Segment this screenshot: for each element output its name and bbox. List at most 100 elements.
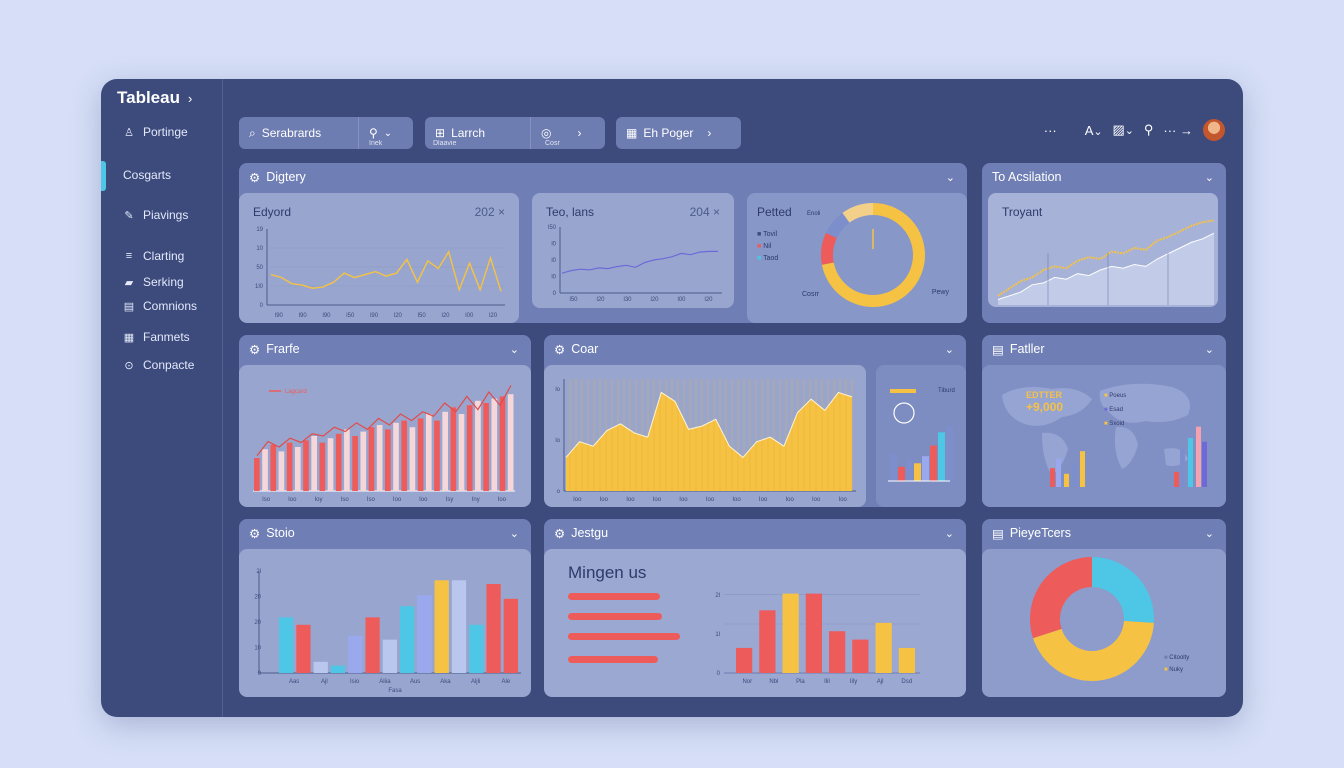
search-pill[interactable]: ⌕ Serabrards ⚲ ⌄ Inek xyxy=(239,117,413,149)
pie-legend: ■ Citoolty ■ Nuky xyxy=(1164,652,1189,676)
card-edyord: Edyord 202 × 19 10 50 1l0 0 l90 l90 l90 l50 l90 l2… xyxy=(239,193,519,323)
sidebar-item-clarting[interactable]: ≡ Clarting xyxy=(123,249,185,263)
frarfe-chart: Lagcard Iso Ioo Ioy Iso Iso Ioo Ioo Isy Iny Ioo xyxy=(253,385,515,503)
y-tick-label: 10 xyxy=(256,246,263,252)
bar xyxy=(442,411,448,491)
close-icon[interactable]: × xyxy=(712,205,720,219)
bar xyxy=(319,442,326,491)
x-tick-label: Ioo xyxy=(600,497,609,503)
more-icon[interactable]: ··· xyxy=(1043,122,1057,138)
x-tick-label: l00 xyxy=(465,313,474,319)
coar-chart: lo lo o Ioo Ioo Ioo Ioo Ioo Ioo Ioo Ioo Ioo Ioo Ioo xyxy=(555,379,856,503)
card-title: Troyant xyxy=(1002,205,1043,219)
x-tick-label: Iily xyxy=(850,679,857,685)
stoio-chart: 2l 20 20 10 0 Aas Ajl Isio Aliia Aus Aka Aljli Ale Fa… xyxy=(254,569,521,694)
text-line-placeholder xyxy=(568,613,662,620)
bar xyxy=(335,433,342,491)
gear-icon: ⚙ xyxy=(249,526,261,541)
document-icon: ▤ xyxy=(992,342,1004,357)
x-tick-label: Ioo xyxy=(839,497,848,503)
launch-pill[interactable]: ⊞ Larrch Dlaavie ◎ › Cosr xyxy=(425,117,605,149)
card-coar-side: Tiburd xyxy=(876,365,966,507)
x-tick-label: Ioo xyxy=(498,497,507,503)
card-teojlans: Teo, lans 204 × l50 l0 l0 l0 0 l50 l20 l30 l20 l0… xyxy=(532,193,734,308)
pager-pill[interactable]: ▦ Eh Poger › xyxy=(616,117,741,149)
panel-title: Stoio xyxy=(266,526,295,540)
chevron-down-icon[interactable]: ⌄ xyxy=(509,344,519,356)
avatar[interactable] xyxy=(1203,119,1225,141)
search-button[interactable]: ⌕ Serabrards xyxy=(239,117,359,149)
document-icon: ▤ xyxy=(992,526,1004,541)
card-jestgu: Mingen us 2l 1l 0 Nor Nbl Pla Ilil Iily Ajl Dsd xyxy=(544,549,966,697)
chevron-down-icon[interactable]: ⌄ xyxy=(1204,172,1214,184)
close-icon[interactable]: × xyxy=(497,205,505,219)
gear-icon: ⚙ xyxy=(554,526,566,541)
legend-item: ■ Esad xyxy=(1104,407,1123,413)
x-tick-label: l30 xyxy=(623,297,632,303)
bar xyxy=(330,665,346,673)
petted-donut xyxy=(821,203,925,307)
bar xyxy=(503,598,518,673)
sidebar-item-portinge[interactable]: ♙ Portinge xyxy=(123,125,188,139)
bar xyxy=(451,580,467,673)
x-tick-label: Ale xyxy=(502,679,511,685)
sidebar-item-conpacte[interactable]: ⊙ Conpacte xyxy=(123,358,194,372)
y-tick-label: lo xyxy=(555,387,560,393)
chevron-down-icon[interactable]: ⌄ xyxy=(944,344,954,356)
sidebar-item-piavings[interactable]: ✎ Piavings xyxy=(123,208,188,222)
x-tick-label: Ioy xyxy=(314,497,322,503)
sidebar-item-serking[interactable]: ▰ Serking xyxy=(123,275,184,289)
chevron-down-icon[interactable]: ⌄ xyxy=(509,528,519,540)
search-icon[interactable]: ⚲ xyxy=(1143,122,1154,137)
forward-icon[interactable]: ··· → xyxy=(1163,122,1193,138)
panel-title: Digtery xyxy=(266,170,306,184)
x-tick-label: l90 xyxy=(322,313,331,319)
card-stoio: 2l 20 20 10 0 Aas Ajl Isio Aliia Aus Aka Aljli Ale Fa… xyxy=(239,549,531,697)
launch-options-button[interactable]: ◎ › Cosr xyxy=(531,117,605,149)
card-fatller: EDTTER +9,000 ■ Poeus ■ Esad ■ Sxoid xyxy=(982,365,1226,507)
search-options-button[interactable]: ⚲ ⌄ Inek xyxy=(359,117,402,149)
panel-fatller: ▤ Fatller ⌄ EDTTER +9,000 ■ Poeus ■ Esad… xyxy=(982,335,1226,507)
image-icon[interactable]: ▨⌄ xyxy=(1112,122,1134,137)
legend-item: ■ Poeus xyxy=(1104,393,1127,399)
bar xyxy=(805,593,822,673)
chevron-down-icon[interactable]: ⌄ xyxy=(945,172,955,184)
bar xyxy=(852,639,869,673)
text-line-placeholder xyxy=(568,593,660,600)
x-tick-label: Ajl xyxy=(877,679,884,685)
chevron-down-icon[interactable]: ⌄ xyxy=(1204,344,1214,356)
pager-button[interactable]: ▦ Eh Poger › xyxy=(616,117,741,149)
bar xyxy=(458,414,465,491)
x-tick-label: l20 xyxy=(650,297,659,303)
bar xyxy=(344,429,350,491)
launch-button[interactable]: ⊞ Larrch Dlaavie xyxy=(425,117,531,149)
chevron-down-icon[interactable]: ⌄ xyxy=(1204,528,1214,540)
sidebar-item-cosgarts[interactable]: Cosgarts xyxy=(123,168,171,182)
bar xyxy=(1202,441,1207,487)
bar xyxy=(348,635,363,673)
card-troyant: Troyant xyxy=(988,193,1218,307)
y-tick-label: l50 xyxy=(548,225,557,231)
bar xyxy=(1196,426,1201,487)
bar xyxy=(352,436,358,491)
font-icon[interactable]: A⌄ xyxy=(1084,122,1103,138)
target-icon: ⊙ xyxy=(124,359,134,372)
x-tick-label: Ioo xyxy=(626,497,635,503)
sidebar-item-comnions[interactable]: ▤ Comnions xyxy=(123,299,197,313)
card-title: Petted xyxy=(757,205,792,219)
fatller-chart xyxy=(1050,426,1207,487)
brand[interactable]: Tableau › xyxy=(117,88,192,108)
bar xyxy=(483,403,489,491)
chevron-down-icon[interactable]: ⌄ xyxy=(944,528,954,540)
area-fill xyxy=(998,233,1214,305)
bar xyxy=(875,622,892,673)
panel-header: ⚙ Jestgu ⌄ xyxy=(544,519,966,547)
sidebar-item-label: Serking xyxy=(143,275,184,289)
text-line-placeholder xyxy=(568,656,658,663)
gear-icon: ⚙ xyxy=(249,170,261,185)
x-tick-label: Ioo xyxy=(679,497,688,503)
y-tick-label: 2l xyxy=(256,569,261,575)
bar xyxy=(327,438,334,491)
bar xyxy=(296,624,311,673)
sidebar-item-fanmets[interactable]: ▦ Fanmets xyxy=(123,330,190,344)
